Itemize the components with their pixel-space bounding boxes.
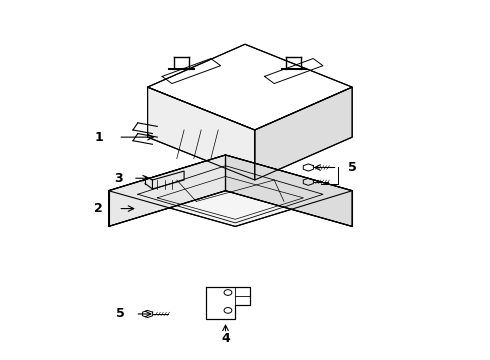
Polygon shape	[225, 155, 352, 226]
Polygon shape	[255, 87, 352, 180]
Text: 5: 5	[117, 307, 125, 320]
Polygon shape	[109, 155, 352, 226]
Text: 5: 5	[348, 161, 357, 174]
Text: 2: 2	[95, 202, 103, 215]
Polygon shape	[109, 155, 225, 226]
Polygon shape	[147, 44, 352, 130]
Polygon shape	[147, 87, 255, 180]
Text: 3: 3	[114, 172, 122, 185]
Polygon shape	[206, 287, 250, 319]
Text: 1: 1	[95, 131, 103, 144]
Text: 4: 4	[221, 333, 230, 346]
